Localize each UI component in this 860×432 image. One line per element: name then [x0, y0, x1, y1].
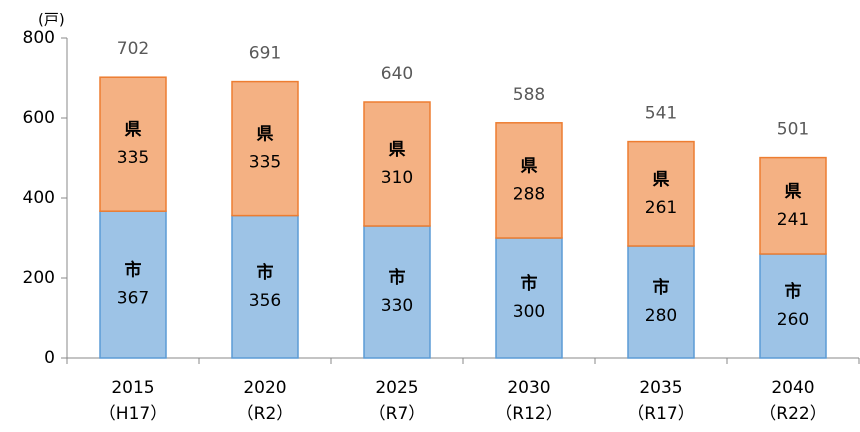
y-tick-label: 400 — [23, 188, 55, 208]
x-tick-label: （R17） — [627, 404, 694, 424]
segment-label: 288 — [513, 184, 545, 204]
x-tick-label: （H17） — [99, 404, 167, 424]
total-label: 501 — [777, 120, 809, 140]
segment-name: 市 — [257, 262, 274, 283]
x-tick-label: （R22） — [759, 404, 826, 424]
y-unit: (戸) — [38, 11, 65, 29]
segment-label: 335 — [117, 148, 149, 168]
total-label: 541 — [645, 104, 677, 124]
y-tick-label: 600 — [23, 108, 55, 128]
bar-segment — [627, 140, 695, 247]
x-tick-label: 2015 — [111, 378, 154, 398]
segment-label: 261 — [645, 198, 677, 218]
y-tick-label: 800 — [23, 28, 55, 48]
bar-segment — [759, 156, 827, 255]
bar-segment — [363, 101, 431, 227]
bar-segment — [99, 210, 167, 359]
total-label: 588 — [513, 85, 545, 105]
segment-name: 県 — [257, 125, 274, 145]
segment-name: 県 — [653, 170, 670, 190]
segment-label: 330 — [381, 296, 413, 316]
segment-label: 356 — [249, 291, 281, 311]
x-tick-label: 2040 — [771, 378, 814, 398]
segment-label: 241 — [777, 210, 809, 230]
total-label: 640 — [381, 64, 413, 84]
segment-name: 市 — [125, 260, 142, 281]
bar-segment — [627, 245, 695, 359]
total-label: 702 — [117, 39, 149, 59]
x-tick-label: （R7） — [369, 404, 426, 424]
segment-name: 県 — [785, 182, 802, 202]
y-tick-label: 200 — [23, 268, 55, 288]
x-tick-label: 2020 — [243, 378, 286, 398]
bar-segment — [231, 214, 299, 359]
x-tick-label: 2030 — [507, 378, 550, 398]
x-tick-label: 2035 — [639, 378, 682, 398]
segment-name: 市 — [389, 267, 406, 288]
y-tick-label: 0 — [44, 348, 55, 368]
segment-label: 260 — [777, 310, 809, 330]
segment-name: 市 — [521, 273, 538, 294]
segment-label: 310 — [381, 168, 413, 188]
bar-segment — [759, 253, 827, 359]
x-tick-label: 2025 — [375, 378, 418, 398]
segment-label: 335 — [249, 153, 281, 173]
segment-name: 県 — [521, 156, 538, 176]
bar-segment — [495, 237, 563, 359]
bar-segment — [363, 225, 431, 359]
segment-name: 県 — [125, 120, 142, 140]
bar-segment — [495, 122, 563, 239]
bar-segment — [99, 76, 167, 212]
segment-name: 市 — [785, 281, 802, 302]
segment-name: 県 — [389, 140, 406, 160]
bar-segment — [231, 80, 299, 217]
segment-name: 市 — [653, 277, 670, 298]
segment-label: 367 — [117, 289, 149, 309]
total-label: 691 — [249, 44, 281, 64]
x-tick-label: （R2） — [237, 404, 294, 424]
segment-label: 280 — [645, 306, 677, 326]
segment-label: 300 — [513, 302, 545, 322]
x-tick-label: （R12） — [495, 404, 562, 424]
